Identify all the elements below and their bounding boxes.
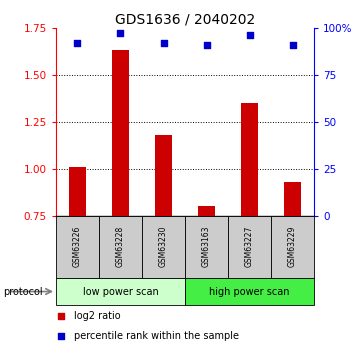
Text: GSM63163: GSM63163 — [202, 226, 211, 267]
Bar — [69, 167, 86, 216]
Bar — [56, 216, 99, 278]
Bar — [185, 278, 314, 305]
Point — [58, 334, 64, 339]
Bar — [99, 216, 142, 278]
Text: low power scan: low power scan — [83, 287, 158, 296]
Title: GDS1636 / 2040202: GDS1636 / 2040202 — [115, 12, 255, 27]
Text: GSM63226: GSM63226 — [73, 226, 82, 267]
Text: protocol: protocol — [4, 287, 43, 296]
Bar — [241, 103, 258, 216]
Bar — [142, 216, 185, 278]
Point — [58, 314, 64, 319]
Text: GSM63230: GSM63230 — [159, 226, 168, 267]
Bar — [271, 216, 314, 278]
Text: GSM63228: GSM63228 — [116, 226, 125, 267]
Point — [161, 40, 166, 46]
Point — [247, 32, 252, 38]
Text: GSM63229: GSM63229 — [288, 226, 297, 267]
Bar — [112, 50, 129, 216]
Bar — [284, 182, 301, 216]
Text: log2 ratio: log2 ratio — [74, 312, 121, 322]
Text: high power scan: high power scan — [209, 287, 290, 296]
Bar — [228, 216, 271, 278]
Bar — [56, 278, 185, 305]
Point — [290, 42, 295, 47]
Text: percentile rank within the sample: percentile rank within the sample — [74, 331, 239, 341]
Point — [118, 30, 123, 36]
Bar — [198, 206, 215, 216]
Bar — [185, 216, 228, 278]
Point — [75, 40, 81, 46]
Bar — [155, 135, 172, 216]
Text: GSM63227: GSM63227 — [245, 226, 254, 267]
Point — [204, 42, 209, 47]
